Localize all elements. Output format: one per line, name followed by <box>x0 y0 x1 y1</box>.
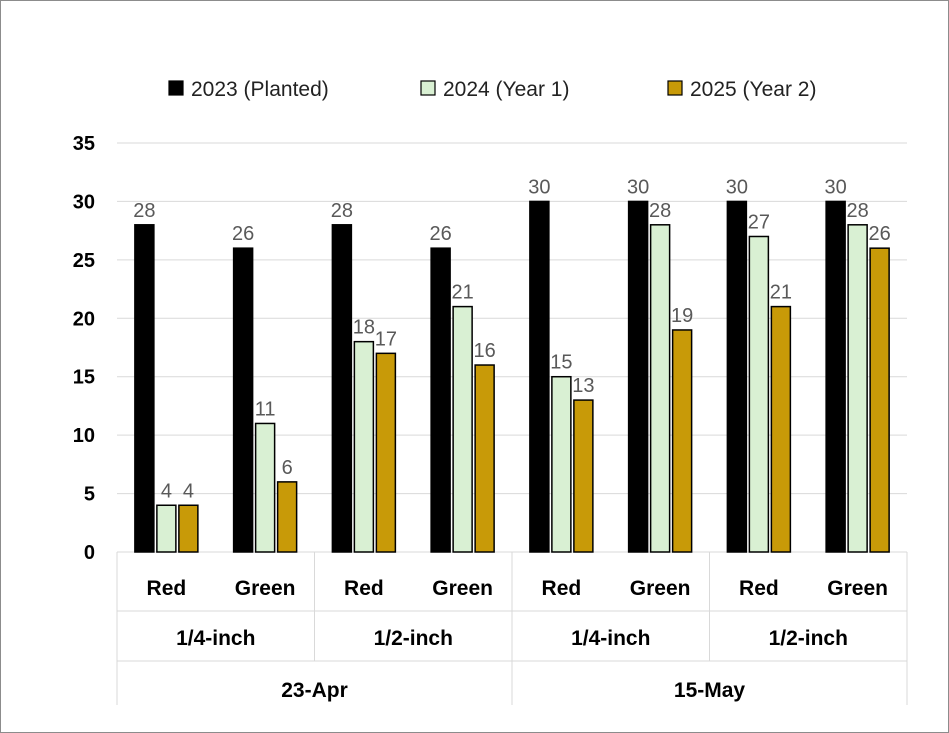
bar <box>375 352 397 553</box>
bar <box>627 200 649 553</box>
group-label: 1/2-inch <box>374 627 453 650</box>
legend: 2023 (Planted) 2024 (Year 1) 2025 (Year 2) <box>168 78 816 101</box>
data-label: 4 <box>183 480 194 502</box>
bar <box>156 504 177 553</box>
y-tick-label: 0 <box>84 542 95 564</box>
data-label: 4 <box>161 480 172 502</box>
group-label: 1/2-inch <box>769 627 848 650</box>
data-label: 21 <box>770 282 792 304</box>
bar <box>474 364 495 553</box>
data-label: 6 <box>282 457 293 479</box>
y-tick-label: 15 <box>73 367 95 389</box>
data-label: 30 <box>627 176 649 198</box>
data-label: 30 <box>825 176 847 198</box>
data-label: 28 <box>847 200 869 222</box>
data-label: 28 <box>331 200 353 222</box>
data-label: 21 <box>452 282 474 304</box>
data-label: 30 <box>726 176 748 198</box>
legend-label: 2023 (Planted) <box>191 78 329 101</box>
legend-swatch <box>420 80 436 96</box>
date-label: 23-Apr <box>281 679 348 702</box>
bar <box>134 224 155 553</box>
bar <box>748 235 770 553</box>
data-label: 18 <box>353 317 375 339</box>
bars <box>134 200 890 553</box>
bar <box>770 305 792 553</box>
data-label: 13 <box>572 375 594 397</box>
data-label: 27 <box>748 211 770 233</box>
group-label: 1/4-inch <box>176 627 255 650</box>
y-tick-label: 25 <box>73 250 95 272</box>
category-label: Red <box>542 577 582 600</box>
bar <box>232 247 254 553</box>
data-label: 26 <box>232 223 254 245</box>
legend-swatch <box>667 80 683 96</box>
bar <box>276 481 298 553</box>
y-tick-label: 5 <box>84 484 95 506</box>
bar <box>869 247 890 553</box>
bar <box>573 399 594 553</box>
axes: 0 5 10 15 20 25 30 35 Red Green Red Green Red Green Re… <box>73 133 908 705</box>
y-tick-label: 30 <box>73 191 95 213</box>
bar <box>353 340 375 553</box>
data-label: 28 <box>133 200 155 222</box>
category-label: Green <box>827 577 888 600</box>
data-label: 30 <box>528 176 550 198</box>
legend-label: 2024 (Year 1) <box>443 78 569 101</box>
category-label: Red <box>147 577 187 600</box>
bar <box>551 375 572 553</box>
data-label: 26 <box>869 223 891 245</box>
data-label: 28 <box>649 200 671 222</box>
bar <box>825 200 846 553</box>
data-label: 15 <box>550 352 572 374</box>
bar <box>726 200 748 553</box>
category-label: Red <box>739 577 779 600</box>
legend-item: 2024 (Year 1) <box>420 78 569 101</box>
y-tick-label: 20 <box>73 308 95 330</box>
legend-item: 2025 (Year 2) <box>667 78 816 101</box>
bar <box>254 422 276 553</box>
legend-item: 2023 (Planted) <box>168 78 329 101</box>
data-label: 17 <box>375 328 397 350</box>
bar <box>847 224 868 553</box>
legend-label: 2025 (Year 2) <box>690 78 816 101</box>
data-label: 11 <box>255 398 276 420</box>
bar <box>331 224 353 553</box>
bar <box>649 224 671 553</box>
bar <box>178 504 199 553</box>
category-label: Green <box>235 577 296 600</box>
data-label: 26 <box>430 223 452 245</box>
group-label: 1/4-inch <box>571 627 650 650</box>
category-label: Green <box>630 577 691 600</box>
category-label: Red <box>344 577 384 600</box>
bar <box>529 200 550 553</box>
y-tick-label: 35 <box>73 133 95 155</box>
bar <box>430 247 451 553</box>
bar <box>671 329 693 553</box>
data-label: 16 <box>474 340 496 362</box>
legend-swatch <box>168 80 184 96</box>
date-label: 15-May <box>674 679 746 702</box>
category-label: Green <box>432 577 493 600</box>
y-tick-label: 10 <box>73 425 95 447</box>
data-label: 19 <box>671 305 693 327</box>
bar <box>452 305 473 553</box>
